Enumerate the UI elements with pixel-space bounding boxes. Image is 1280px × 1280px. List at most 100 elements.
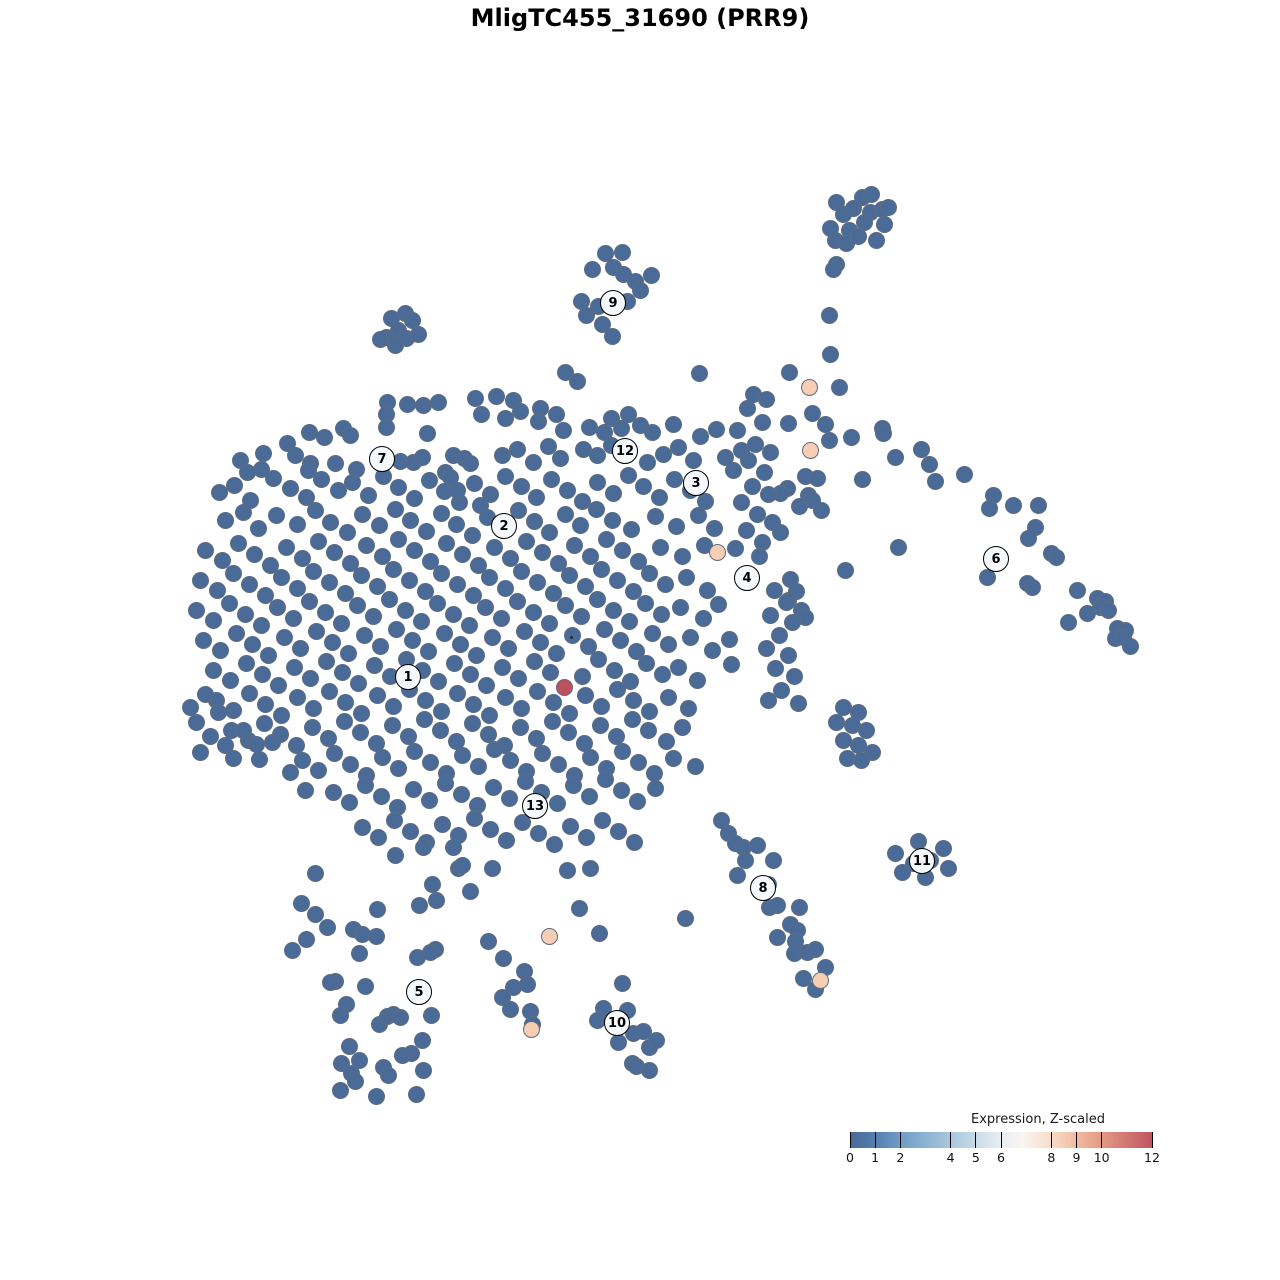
data-point — [429, 672, 447, 690]
data-point — [304, 562, 322, 580]
data-point — [340, 1037, 358, 1055]
data-point — [492, 609, 510, 627]
data-point — [609, 822, 627, 840]
data-point — [227, 624, 245, 642]
data-point — [444, 838, 462, 856]
data-point — [387, 620, 405, 638]
data-point — [694, 609, 712, 627]
data-point — [628, 792, 646, 810]
data-point — [351, 723, 369, 741]
data-point — [234, 503, 252, 521]
data-point — [646, 779, 664, 797]
data-point — [341, 426, 359, 444]
data-point — [548, 794, 566, 812]
data-point — [659, 688, 677, 706]
data-point — [640, 1061, 658, 1079]
data-point — [420, 471, 438, 489]
data-point — [431, 721, 449, 739]
data-point — [688, 671, 706, 689]
data-point — [250, 750, 268, 768]
data-point — [485, 538, 503, 556]
data-point — [761, 443, 779, 461]
data-point — [493, 658, 511, 676]
data-point — [764, 851, 782, 869]
data-point — [579, 637, 597, 655]
data-point — [643, 624, 661, 642]
data-point — [448, 684, 466, 702]
data-point — [768, 928, 786, 946]
data-point — [576, 686, 594, 704]
data-point — [325, 744, 343, 762]
data-point — [341, 554, 359, 572]
data-point — [428, 594, 446, 612]
data-point — [383, 716, 401, 734]
legend-tick-mark — [975, 1132, 977, 1148]
data-point — [240, 684, 258, 702]
data-point — [272, 706, 290, 724]
data-point — [634, 477, 652, 495]
data-point — [676, 909, 694, 927]
data-point — [500, 789, 518, 807]
data-point — [785, 667, 803, 685]
data-point — [540, 523, 558, 541]
legend-tick-label: 12 — [1144, 1150, 1160, 1165]
data-point — [757, 390, 775, 408]
data-point — [812, 501, 830, 519]
data-point — [409, 325, 427, 343]
data-point — [339, 644, 357, 662]
data-point — [770, 626, 788, 644]
data-point — [853, 470, 871, 488]
data-point — [577, 828, 595, 846]
data-point — [396, 601, 414, 619]
data-point — [259, 646, 277, 664]
data-point — [461, 665, 479, 683]
data-point — [346, 1072, 364, 1090]
data-point — [196, 541, 214, 559]
data-point — [571, 516, 589, 534]
expression-highlight-point — [811, 971, 829, 989]
data-point — [466, 389, 484, 407]
data-point — [524, 453, 542, 471]
data-point — [401, 822, 419, 840]
data-point — [625, 833, 643, 851]
data-point — [353, 505, 371, 523]
data-point — [595, 620, 613, 638]
legend-tick-label: 4 — [946, 1150, 955, 1165]
data-point — [533, 543, 551, 561]
data-point — [570, 899, 588, 917]
data-point — [243, 635, 261, 653]
data-point — [348, 596, 366, 614]
data-point — [624, 582, 642, 600]
data-point — [249, 519, 267, 537]
data-point — [480, 568, 498, 586]
data-point — [320, 573, 338, 591]
data-point — [187, 713, 205, 731]
data-point — [757, 639, 775, 657]
data-point — [581, 748, 599, 766]
data-point — [512, 562, 530, 580]
data-point — [821, 219, 839, 237]
data-point — [341, 755, 359, 773]
data-point — [380, 590, 398, 608]
data-point — [736, 851, 754, 869]
data-point — [401, 511, 419, 529]
data-point — [336, 693, 354, 711]
data-point — [368, 577, 386, 595]
data-point — [496, 579, 514, 597]
data-point — [281, 479, 299, 497]
legend-tick-mark — [874, 1132, 876, 1148]
data-point — [842, 428, 860, 446]
data-point — [281, 763, 299, 781]
data-point — [403, 631, 421, 649]
data-point — [494, 949, 512, 967]
data-point — [673, 718, 691, 736]
data-point — [634, 1022, 652, 1040]
data-point — [460, 616, 478, 634]
data-point — [790, 497, 808, 515]
data-point — [213, 551, 231, 569]
data-point — [307, 622, 325, 640]
data-point — [306, 501, 324, 519]
data-point — [689, 506, 707, 524]
data-point — [437, 534, 455, 552]
data-point — [413, 448, 431, 466]
